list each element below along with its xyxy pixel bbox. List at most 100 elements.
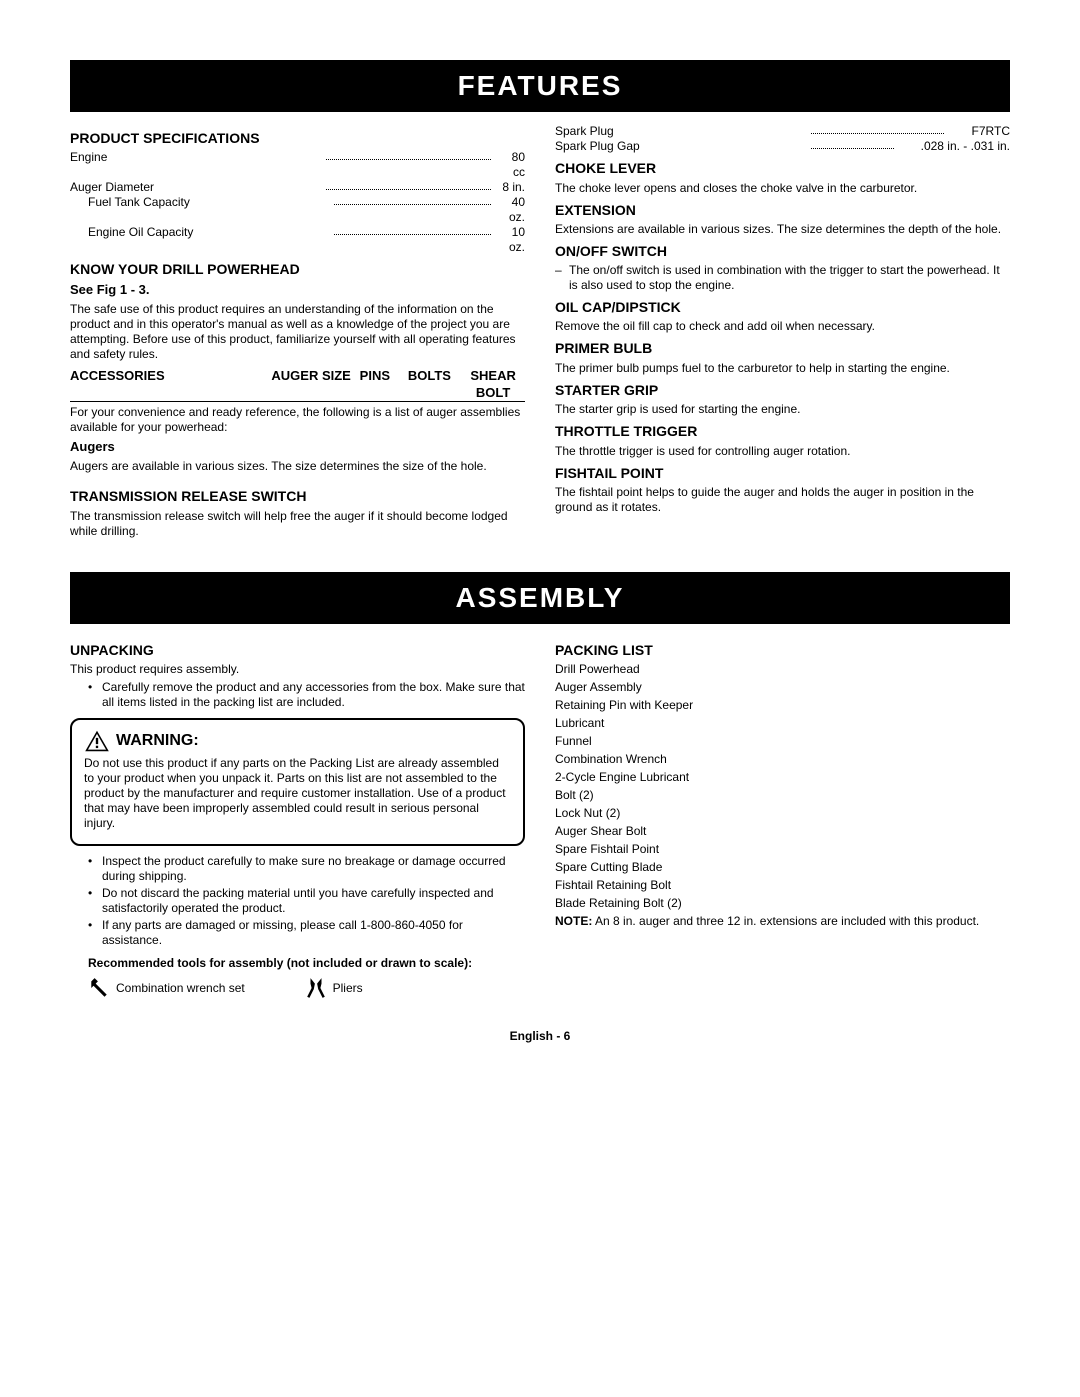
unpack-bullet-4: If any parts are damaged or missing, ple…	[70, 918, 525, 948]
product-specs-heading: PRODUCT SPECIFICATIONS	[70, 130, 525, 148]
onoff-text: The on/off switch is used in combination…	[555, 263, 1010, 293]
know-heading: KNOW YOUR DRILL POWERHEAD	[70, 261, 525, 279]
warning-title-row: WARNING:	[84, 730, 511, 752]
acc-col-pins: PINS	[352, 368, 398, 401]
unpacking-intro: This product requires assembly.	[70, 662, 525, 677]
accessories-table-head: ACCESSORIES AUGER SIZE PINS BOLTS SHEAR …	[70, 368, 525, 402]
packing-item: Drill Powerhead	[555, 662, 1010, 677]
features-body: PRODUCT SPECIFICATIONS Engine 80 cc Auge…	[70, 124, 1010, 542]
warning-box: WARNING: Do not use this product if any …	[70, 718, 525, 846]
unpack-bullet-1: Carefully remove the product and any acc…	[70, 680, 525, 710]
unpack-bullet-3-text: Do not discard the packing material unti…	[102, 886, 525, 916]
choke-label: CHOKE LEVER	[555, 160, 1010, 178]
extension-label: EXTENSION	[555, 202, 1010, 220]
choke-text: The choke lever opens and closes the cho…	[555, 181, 1010, 196]
packing-list: Drill Powerhead Auger Assembly Retaining…	[555, 662, 1010, 911]
warning-text: Do not use this product if any parts on …	[84, 756, 511, 831]
dot-leader	[811, 139, 894, 149]
unpack-bullet-1-text: Carefully remove the product and any acc…	[102, 680, 525, 710]
spec-fuel-tank-value: 40 oz.	[497, 195, 525, 225]
features-left-col: PRODUCT SPECIFICATIONS Engine 80 cc Auge…	[70, 124, 525, 542]
spec-fuel-tank: Fuel Tank Capacity 40 oz.	[70, 195, 525, 225]
packing-item: 2-Cycle Engine Lubricant	[555, 770, 1010, 785]
know-paragraph: The safe use of this product requires an…	[70, 302, 525, 362]
spec-auger-dia-label: Auger Diameter	[70, 180, 320, 195]
onoff-text-content: The on/off switch is used in combination…	[569, 263, 1010, 293]
wrench-icon	[88, 977, 110, 999]
tool-pliers: Pliers	[305, 977, 502, 999]
primer-label: PRIMER BULB	[555, 340, 1010, 358]
assembly-right-col: PACKING LIST Drill Powerhead Auger Assem…	[555, 636, 1010, 1000]
onoff-label: ON/OFF SWITCH	[555, 243, 1010, 261]
packing-item: Auger Shear Bolt	[555, 824, 1010, 839]
spec-engine-value: 80 cc	[497, 150, 525, 180]
unpack-bullet-2-text: Inspect the product carefully to make su…	[102, 854, 525, 884]
tool-wrench: Combination wrench set	[88, 977, 285, 999]
dash-bullet-icon	[555, 263, 569, 293]
dot-leader	[326, 150, 491, 160]
augers-text: Augers are available in various sizes. T…	[70, 459, 525, 474]
tool-wrench-label: Combination wrench set	[116, 981, 245, 996]
oil-label: OIL CAP/DIPSTICK	[555, 299, 1010, 317]
acc-col-bolts: BOLTS	[398, 368, 462, 401]
warning-title-text: WARNING:	[116, 731, 199, 751]
acc-title: ACCESSORIES	[70, 368, 270, 401]
bullet-icon	[88, 680, 102, 710]
trs-text: The transmission release switch will hel…	[70, 509, 525, 539]
spec-engine-oil-label: Engine Oil Capacity	[88, 225, 328, 255]
trigger-label: THROTTLE TRIGGER	[555, 423, 1010, 441]
packing-list-heading: PACKING LIST	[555, 642, 1010, 660]
spec-auger-dia-value: 8 in.	[497, 180, 525, 195]
dot-leader	[811, 124, 944, 134]
dot-leader	[334, 195, 491, 205]
acc-col-shear-bolt: SHEAR BOLT	[461, 368, 525, 401]
page-number: English - 6	[70, 1029, 1010, 1043]
spec-engine-label: Engine	[70, 150, 320, 180]
packing-item: Retaining Pin with Keeper	[555, 698, 1010, 713]
trigger-text: The throttle trigger is used for control…	[555, 444, 1010, 459]
spec-spark-gap-label: Spark Plug Gap	[555, 139, 805, 154]
packing-item: Spare Cutting Blade	[555, 860, 1010, 875]
spec-engine-oil-value: 10 oz.	[497, 225, 525, 255]
tool-pliers-label: Pliers	[333, 981, 363, 996]
spec-spark-gap-value: .028 in. - .031 in.	[900, 139, 1010, 154]
packing-item: Funnel	[555, 734, 1010, 749]
dot-leader	[334, 225, 491, 235]
starter-text: The starter grip is used for starting th…	[555, 402, 1010, 417]
fishtail-text: The fishtail point helps to guide the au…	[555, 485, 1010, 515]
see-fig: See Fig 1 - 3.	[70, 282, 525, 298]
note-label: NOTE:	[555, 914, 592, 928]
spec-spark-plug-value: F7RTC	[950, 124, 1010, 139]
packing-note: NOTE: An 8 in. auger and three 12 in. ex…	[555, 914, 1010, 929]
unpacking-heading: UNPACKING	[70, 642, 525, 660]
features-right-col: Spark Plug F7RTC Spark Plug Gap .028 in.…	[555, 124, 1010, 542]
warning-icon	[84, 730, 110, 752]
packing-item: Lock Nut (2)	[555, 806, 1010, 821]
packing-item: Lubricant	[555, 716, 1010, 731]
starter-label: STARTER GRIP	[555, 382, 1010, 400]
bullet-icon	[88, 886, 102, 916]
features-heading: FEATURES	[70, 60, 1010, 112]
bullet-icon	[88, 918, 102, 948]
spec-spark-plug-label: Spark Plug	[555, 124, 805, 139]
unpack-bullet-3: Do not discard the packing material unti…	[70, 886, 525, 916]
spec-spark-plug: Spark Plug F7RTC	[555, 124, 1010, 139]
note-text: An 8 in. auger and three 12 in. extensio…	[595, 914, 979, 928]
oil-text: Remove the oil fill cap to check and add…	[555, 319, 1010, 334]
packing-item: Auger Assembly	[555, 680, 1010, 695]
assembly-heading: ASSEMBLY	[70, 572, 1010, 624]
unpack-bullet-2: Inspect the product carefully to make su…	[70, 854, 525, 884]
bullet-icon	[88, 854, 102, 884]
trs-label: TRANSMISSION RELEASE SWITCH	[70, 488, 525, 506]
spec-engine: Engine 80 cc	[70, 150, 525, 180]
spec-auger-dia: Auger Diameter 8 in.	[70, 180, 525, 195]
spec-spark-gap: Spark Plug Gap .028 in. - .031 in.	[555, 139, 1010, 154]
augers-label: Augers	[70, 439, 525, 455]
assembly-body: UNPACKING This product requires assembly…	[70, 636, 1010, 1000]
unpack-bullet-4-text: If any parts are damaged or missing, ple…	[102, 918, 525, 948]
dot-leader	[326, 180, 491, 190]
packing-item: Fishtail Retaining Bolt	[555, 878, 1010, 893]
packing-item: Spare Fishtail Point	[555, 842, 1010, 857]
primer-text: The primer bulb pumps fuel to the carbur…	[555, 361, 1010, 376]
packing-item: Combination Wrench	[555, 752, 1010, 767]
